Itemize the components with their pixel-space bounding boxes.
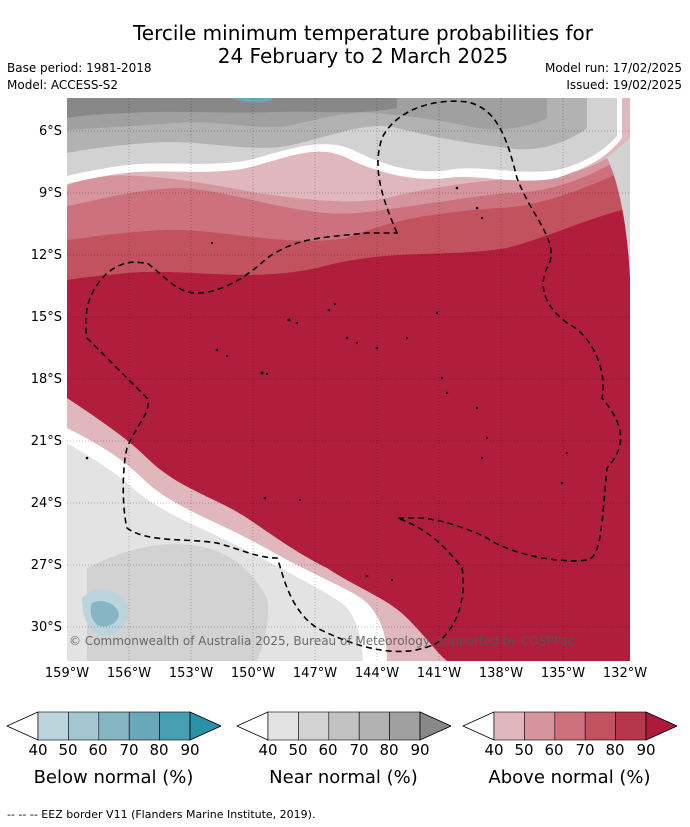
legend-above-tick: 90 [636, 741, 656, 759]
region-near-east [607, 138, 630, 278]
legend-swatch [584, 711, 616, 741]
legend-near-caption: Near normal (%) [269, 767, 418, 788]
lat-label-6s: 6°S [38, 124, 62, 139]
legend-arrow-high [645, 711, 678, 741]
legend-above-ticks: 40 50 60 70 80 90 [462, 741, 677, 761]
legend-arrow-low [462, 711, 495, 741]
legend-swatch [328, 711, 360, 741]
legend-below-normal: 40 50 60 70 80 90 Below normal (%) [6, 711, 222, 788]
legend-above-tick: 50 [514, 741, 534, 759]
copyright-notice: © Commonwealth of Australia 2025, Bureau… [69, 634, 575, 648]
lat-label-12s: 12°S [30, 248, 62, 263]
eez-footnote: -- -- -- EEZ border V11 (Flanders Marine… [7, 808, 316, 821]
lon-label-135w: 135°W [540, 666, 586, 681]
legend-arrow-high [189, 711, 222, 741]
legend-swatch [267, 711, 299, 741]
meta-left: Base period: 1981-2018 Model: ACCESS-S2 [7, 60, 152, 94]
legend-above-bar [462, 711, 678, 741]
legend-below-tick: 50 [58, 741, 78, 759]
region-near-90 [67, 98, 397, 118]
lat-label-30s: 30°S [30, 620, 62, 635]
legend-below-bar [6, 711, 222, 741]
legend-swatch [159, 711, 191, 741]
lon-label-156w: 156°W [106, 666, 152, 681]
legend-near-tick: 70 [349, 741, 369, 759]
lat-label-24s: 24°S [30, 496, 62, 511]
legend-swatch [37, 711, 69, 741]
lon-label-138w: 138°W [478, 666, 524, 681]
legend-below-tick: 80 [149, 741, 169, 759]
legend-near-normal: 40 50 60 70 80 90 Near normal (%) [236, 711, 452, 788]
title-line-1: Tercile minimum temperature probabilitie… [132, 21, 594, 45]
legend-below-tick: 70 [119, 741, 139, 759]
region-near-50-south [87, 544, 269, 661]
legend-arrow-high [419, 711, 452, 741]
map-title: Tercile minimum temperature probabilitie… [0, 22, 690, 68]
legend-above-tick: 60 [544, 741, 564, 759]
lon-label-159w: 159°W [44, 666, 90, 681]
lon-label-132w: 132°W [602, 666, 648, 681]
legend-near-bar [236, 711, 452, 741]
legend-swatch [298, 711, 330, 741]
lon-label-147w: 147°W [292, 666, 338, 681]
probability-map [67, 98, 630, 661]
legend-near-tick: 50 [288, 741, 308, 759]
legend-swatch [128, 711, 160, 741]
legend-near-tick: 40 [258, 741, 278, 759]
legend-swatch [68, 711, 100, 741]
legend-swatch [615, 711, 647, 741]
lat-label-18s: 18°S [30, 372, 62, 387]
islands [85, 186, 569, 582]
lon-label-153w: 153°W [168, 666, 214, 681]
legend-swatch [554, 711, 586, 741]
graticule [67, 98, 630, 661]
meta-right: Model run: 17/02/2025 Issued: 19/02/2025 [545, 60, 682, 94]
lon-label-144w: 144°W [354, 666, 400, 681]
legend-arrow-low [236, 711, 269, 741]
legend-above-tick: 40 [484, 741, 504, 759]
lat-label-21s: 21°S [30, 434, 62, 449]
legend-swatch [493, 711, 525, 741]
legend-near-ticks: 40 50 60 70 80 90 [236, 741, 451, 761]
lon-label-150w: 150°W [230, 666, 276, 681]
legend-above-tick: 80 [605, 741, 625, 759]
legend-above-caption: Above normal (%) [488, 767, 651, 788]
legend-below-tick: 40 [28, 741, 48, 759]
model-name: Model: ACCESS-S2 [7, 78, 119, 92]
legend-below-tick: 60 [88, 741, 108, 759]
legend-swatch [98, 711, 130, 741]
issued-date: Issued: 19/02/2025 [566, 78, 682, 92]
region-below-70-south [90, 601, 119, 627]
title-line-2: 24 February to 2 March 2025 [217, 44, 509, 68]
lon-label-141w: 141°W [416, 666, 462, 681]
model-run: Model run: 17/02/2025 [544, 61, 682, 75]
legend-below-tick: 90 [180, 741, 200, 759]
base-period: Base period: 1981-2018 [7, 61, 152, 75]
legend-near-tick: 90 [410, 741, 430, 759]
map-svg [67, 98, 630, 661]
legend-swatch [358, 711, 390, 741]
legend-swatch [389, 711, 421, 741]
eez-french-polynesia [84, 100, 622, 653]
legend-above-tick: 70 [575, 741, 595, 759]
legend-swatch [524, 711, 556, 741]
lat-label-27s: 27°S [30, 558, 62, 573]
lat-label-15s: 15°S [30, 310, 62, 325]
eez-borders [84, 100, 622, 653]
legend-below-caption: Below normal (%) [33, 767, 194, 788]
region-below-north [232, 98, 272, 103]
lat-label-9s: 9°S [38, 186, 62, 201]
legend-above-normal: 40 50 60 70 80 90 Above normal (%) [462, 711, 678, 788]
legend-near-tick: 80 [379, 741, 399, 759]
legend-near-tick: 60 [318, 741, 338, 759]
legend-below-ticks: 40 50 60 70 80 90 [6, 741, 221, 761]
legend-arrow-low [6, 711, 39, 741]
